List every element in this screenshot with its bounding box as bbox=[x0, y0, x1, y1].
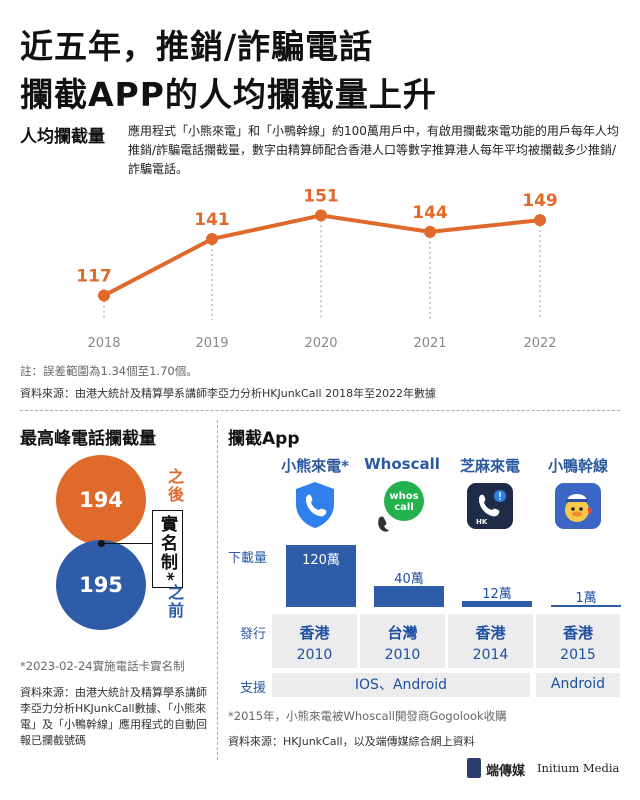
row-label-publish: 發行 bbox=[240, 627, 267, 642]
data-label-4: 149 bbox=[522, 191, 558, 211]
data-point-1 bbox=[206, 232, 218, 245]
peak-after-value: 194 bbox=[79, 488, 123, 512]
data-point-4 bbox=[534, 214, 546, 227]
peak-section-title: 最高峰電話攔截量 bbox=[20, 429, 156, 449]
apps-footnote: *2015年，小熊來電被Whoscall開發商Gogolook收購 bbox=[228, 709, 507, 723]
connector-dot bbox=[98, 540, 105, 547]
publish-year-1: 2010 bbox=[384, 647, 421, 663]
series-line bbox=[103, 213, 541, 298]
data-label-2: 151 bbox=[303, 186, 339, 206]
download-label-0: 120萬 bbox=[302, 553, 340, 568]
shield-phone-icon bbox=[292, 480, 338, 530]
per-capita-description: 應用程式「小熊來電」和「小鴨幹線」約100萬用戶中，有啟用攔截來電功能的用戶每年… bbox=[128, 124, 619, 176]
line-chart: 117 2018 141 2019 151 2020 144 2021 149 2022 bbox=[76, 186, 558, 351]
app-name-3: 小鴨幹線 bbox=[547, 457, 608, 475]
per-capita-source: 資料來源：由港大統計及精算學系講師李亞力分析HKJunkCall 2018年至2… bbox=[20, 387, 437, 400]
connector-line bbox=[101, 543, 156, 544]
publish-place-0: 香港 bbox=[299, 624, 330, 642]
publish-year-2: 2014 bbox=[472, 647, 509, 663]
page-title-line2: 攔截APP的人均攔截量上升 bbox=[20, 75, 437, 114]
download-bar-2 bbox=[462, 600, 532, 607]
download-bar-3 bbox=[551, 605, 621, 607]
row-label-downloads: 下載量 bbox=[228, 551, 268, 566]
duck-icon bbox=[555, 483, 601, 529]
data-point-2 bbox=[315, 209, 327, 222]
publish-cell-1: 台灣 2010 bbox=[360, 614, 445, 668]
whoscall-bubble-icon: whos call bbox=[375, 478, 429, 532]
peak-before-value: 195 bbox=[79, 573, 123, 597]
data-label-3: 144 bbox=[412, 203, 448, 223]
publish-cell-0: 香港 2010 bbox=[272, 614, 357, 668]
peak-before-circle: 195 bbox=[56, 540, 146, 630]
row-label-support: 支援 bbox=[240, 681, 267, 696]
column-divider bbox=[217, 420, 218, 760]
per-capita-note: 註：誤差範圍為1.34個至1.70個。 bbox=[20, 364, 198, 378]
real-name-label: 實名制* bbox=[152, 510, 183, 588]
x-tick-0: 2018 bbox=[87, 336, 120, 351]
x-tick-3: 2021 bbox=[413, 336, 446, 351]
support-android: Android bbox=[536, 673, 620, 697]
download-label-1: 40萬 bbox=[394, 572, 424, 588]
page-title-line1: 近五年，推銷/詐騙電話 bbox=[20, 27, 374, 66]
peak-footnote: *2023-02-24實施電話卡實名制 bbox=[20, 659, 185, 673]
peak-source: 資料來源：由港大統計及精算學系講師李亞力分析HKJunkCall數據、「小熊來電… bbox=[20, 686, 207, 747]
x-tick-4: 2022 bbox=[523, 336, 556, 351]
publish-year-3: 2015 bbox=[560, 647, 596, 663]
download-bar-1 bbox=[374, 586, 444, 607]
section-divider bbox=[20, 410, 620, 411]
publish-cell-3: 香港 2015 bbox=[536, 614, 620, 668]
svg-text:call: call bbox=[394, 502, 414, 513]
download-bar-0 bbox=[286, 545, 356, 607]
apps-source: 資料來源：HKJunkCall，以及端傳媒綜合網上資料 bbox=[228, 735, 475, 748]
apps-section-title: 攔截App bbox=[228, 429, 300, 449]
svg-text:whos: whos bbox=[389, 491, 418, 502]
initium-logo-icon bbox=[467, 758, 481, 778]
app-name-1: Whoscall bbox=[364, 455, 440, 473]
publish-cell-2: 香港 2014 bbox=[448, 614, 533, 668]
publish-place-1: 台灣 bbox=[387, 624, 418, 642]
brand-name-en: Initium Media bbox=[537, 761, 620, 775]
publish-year-0: 2010 bbox=[296, 647, 333, 663]
peak-before-label: 之前 bbox=[165, 584, 184, 620]
peak-after-label: 之後 bbox=[165, 468, 184, 504]
x-tick-2: 2020 bbox=[304, 336, 337, 351]
phone-alert-icon: HK bbox=[467, 483, 513, 529]
peak-after-circle: 194 bbox=[56, 455, 146, 545]
per-capita-section-title: 人均攔截量 bbox=[20, 127, 105, 147]
x-tick-1: 2019 bbox=[195, 336, 228, 351]
download-label-2: 12萬 bbox=[482, 586, 512, 602]
download-label-3: 1萬 bbox=[575, 591, 597, 606]
brand-name: 端傳媒 bbox=[486, 764, 526, 779]
data-label-0: 117 bbox=[76, 267, 112, 287]
data-point-0 bbox=[98, 289, 110, 302]
app-name-0: 小熊來電* bbox=[281, 457, 349, 475]
svg-text:HK: HK bbox=[476, 518, 488, 526]
publish-place-2: 香港 bbox=[475, 624, 506, 642]
app-name-2: 芝麻來電 bbox=[459, 457, 520, 475]
data-label-1: 141 bbox=[194, 210, 230, 230]
publish-place-3: 香港 bbox=[562, 624, 593, 642]
support-ios-android: IOS、Android bbox=[272, 673, 530, 697]
data-point-3 bbox=[424, 225, 436, 238]
